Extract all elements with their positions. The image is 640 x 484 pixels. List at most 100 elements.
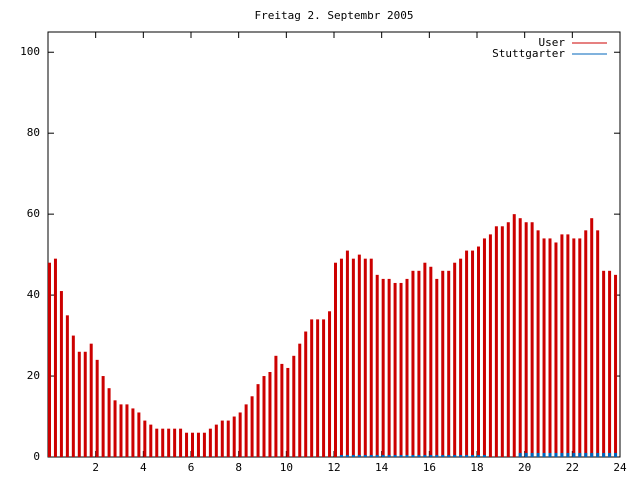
bar [131,408,135,457]
y-tick-label: 0 [33,450,40,463]
bar [453,262,457,457]
bar [345,454,349,457]
bar [411,454,415,457]
bar [334,262,337,457]
bar [316,319,320,457]
x-tick-label: 12 [327,461,340,474]
bar [387,454,391,457]
bar [53,258,57,457]
bar [363,258,367,457]
bar [602,270,606,457]
bar [578,238,582,457]
bar [542,238,546,457]
bar [244,404,248,457]
bar [381,454,385,457]
bar [298,343,302,457]
x-tick-label: 22 [566,461,579,474]
bar [566,234,570,457]
bar [179,428,183,457]
bar [572,452,576,457]
bar [304,331,308,457]
bar [48,262,51,457]
bar [441,270,445,457]
bar [155,428,159,457]
bar [536,452,540,457]
bar [423,454,427,457]
bar [95,359,99,457]
bar [417,454,421,457]
bar [482,238,486,457]
bar [280,363,284,457]
bar [536,230,540,457]
bar [560,452,564,457]
bar [250,396,254,457]
bar [202,432,206,457]
bar [381,278,385,457]
x-tick-label: 24 [613,461,627,474]
bar [143,420,147,457]
bar [441,454,445,457]
bar [167,428,171,457]
bar [262,376,266,457]
bar [435,454,439,457]
bar [393,454,397,457]
bar [232,416,236,457]
x-tick-label: 6 [188,461,195,474]
bar [465,250,469,457]
bar [548,238,552,457]
x-tick-label: 20 [518,461,531,474]
bar [71,335,75,457]
x-tick-label: 16 [423,461,436,474]
bar [310,319,314,457]
bar [113,400,117,457]
bar [459,454,463,457]
bar [214,424,218,457]
bar [518,452,522,457]
bar [328,311,332,457]
bar [554,452,558,457]
y-tick-label: 100 [20,45,40,58]
x-tick-label: 4 [140,461,147,474]
legend-label: User [539,36,566,49]
bar [173,428,177,457]
y-tick-label: 20 [27,369,40,382]
bar [524,222,528,457]
bar [65,315,69,457]
bar [101,376,105,457]
bar [393,282,397,457]
bar [77,351,81,457]
bar [89,343,93,457]
bar [500,226,504,457]
bar [339,454,343,457]
bar [220,420,224,457]
bar [542,452,546,457]
bar [351,258,355,457]
bar [345,250,349,457]
x-tick-label: 18 [470,461,483,474]
bar [137,412,141,457]
bar [149,424,153,457]
bar [506,222,510,457]
bar [566,452,570,457]
x-tick-label: 14 [375,461,389,474]
bar [387,278,391,457]
bar [560,234,564,457]
bar [357,454,361,457]
bar [518,218,522,457]
bar [363,454,367,457]
bar [208,428,212,457]
bar [590,452,594,457]
bar [488,234,492,457]
bar [322,319,326,457]
bar [572,238,576,457]
bar [614,274,618,457]
bar [608,270,612,457]
bar [435,278,439,457]
bar [554,242,558,457]
bar [339,258,343,457]
bar [429,266,433,457]
bar [369,454,373,457]
bar [471,250,475,457]
bar [196,432,200,457]
